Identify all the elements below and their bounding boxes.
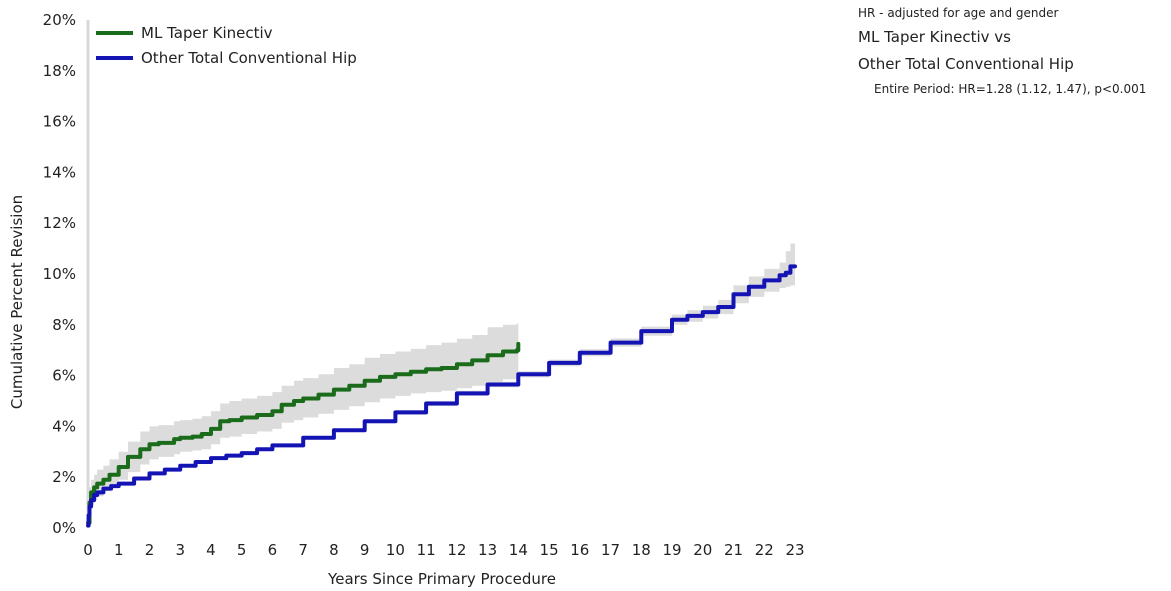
x-tick-label: 4 [206,541,216,559]
x-tick-label: 0 [83,541,93,559]
x-tick-label: 22 [755,541,774,559]
x-tick-label: 23 [785,541,804,559]
y-tick-label: 20% [43,11,76,29]
confidence-bands [88,243,795,528]
x-tick-label: 7 [298,541,308,559]
x-tick-labels: 0 1 2 3 4 5 6 7 8 9 10 11 12 13 14 15 16 17 18 19 20 21 22 23 [83,541,804,559]
x-tick-label: 2 [145,541,155,559]
hr-adjustment-note: HR - adjusted for age and gender [858,6,1059,20]
x-tick-label: 14 [509,541,528,559]
y-tick-label: 6% [52,367,76,385]
hr-entire-period: Entire Period: HR=1.28 (1.12, 1.47), p<0… [874,82,1147,96]
x-tick-label: 20 [693,541,712,559]
x-tick-label: 17 [601,541,620,559]
x-tick-label: 18 [632,541,651,559]
x-tick-label: 3 [175,541,185,559]
x-tick-label: 16 [570,541,589,559]
y-tick-labels: 0% 2% 4% 6% 8% 10% 12% 14% 16% 18% 20% [43,11,76,537]
y-tick-label: 8% [52,316,76,334]
x-tick-label: 10 [386,541,405,559]
y-axis-title: Cumulative Percent Revision [8,195,26,409]
x-tick-label: 6 [268,541,278,559]
hazard-ratio-panel: HR - adjusted for age and gender ML Tape… [858,6,1168,96]
legend-label-ml-taper: ML Taper Kinectiv [141,24,273,42]
x-tick-label: 1 [114,541,124,559]
x-tick-label: 5 [237,541,247,559]
x-tick-label: 13 [478,541,497,559]
x-tick-label: 9 [360,541,370,559]
y-tick-label: 14% [43,163,76,181]
legend-label-other-hip: Other Total Conventional Hip [141,49,357,67]
y-tick-label: 16% [43,113,76,131]
series-line-ml-taper [86,341,521,525]
y-tick-label: 2% [52,468,76,486]
y-tick-label: 0% [52,519,76,537]
y-tick-label: 12% [43,214,76,232]
y-tick-label: 18% [43,62,76,80]
x-tick-label: 15 [540,541,559,559]
x-tick-label: 21 [724,541,743,559]
confidence-band-ml-taper [88,312,519,528]
y-tick-label: 10% [43,265,76,283]
hr-comparison-line1: ML Taper Kinectiv vs [858,28,1011,46]
x-tick-label: 11 [417,541,436,559]
hr-comparison-line2: Other Total Conventional Hip [858,55,1074,73]
y-tick-label: 4% [52,417,76,435]
legend: ML Taper Kinectiv Other Total Convention… [96,24,357,67]
series-line-other-hip [86,264,797,528]
x-tick-label: 12 [447,541,466,559]
x-tick-label: 19 [662,541,681,559]
x-axis-title: Years Since Primary Procedure [327,570,556,588]
series-lines [86,264,797,528]
x-tick-label: 8 [329,541,339,559]
